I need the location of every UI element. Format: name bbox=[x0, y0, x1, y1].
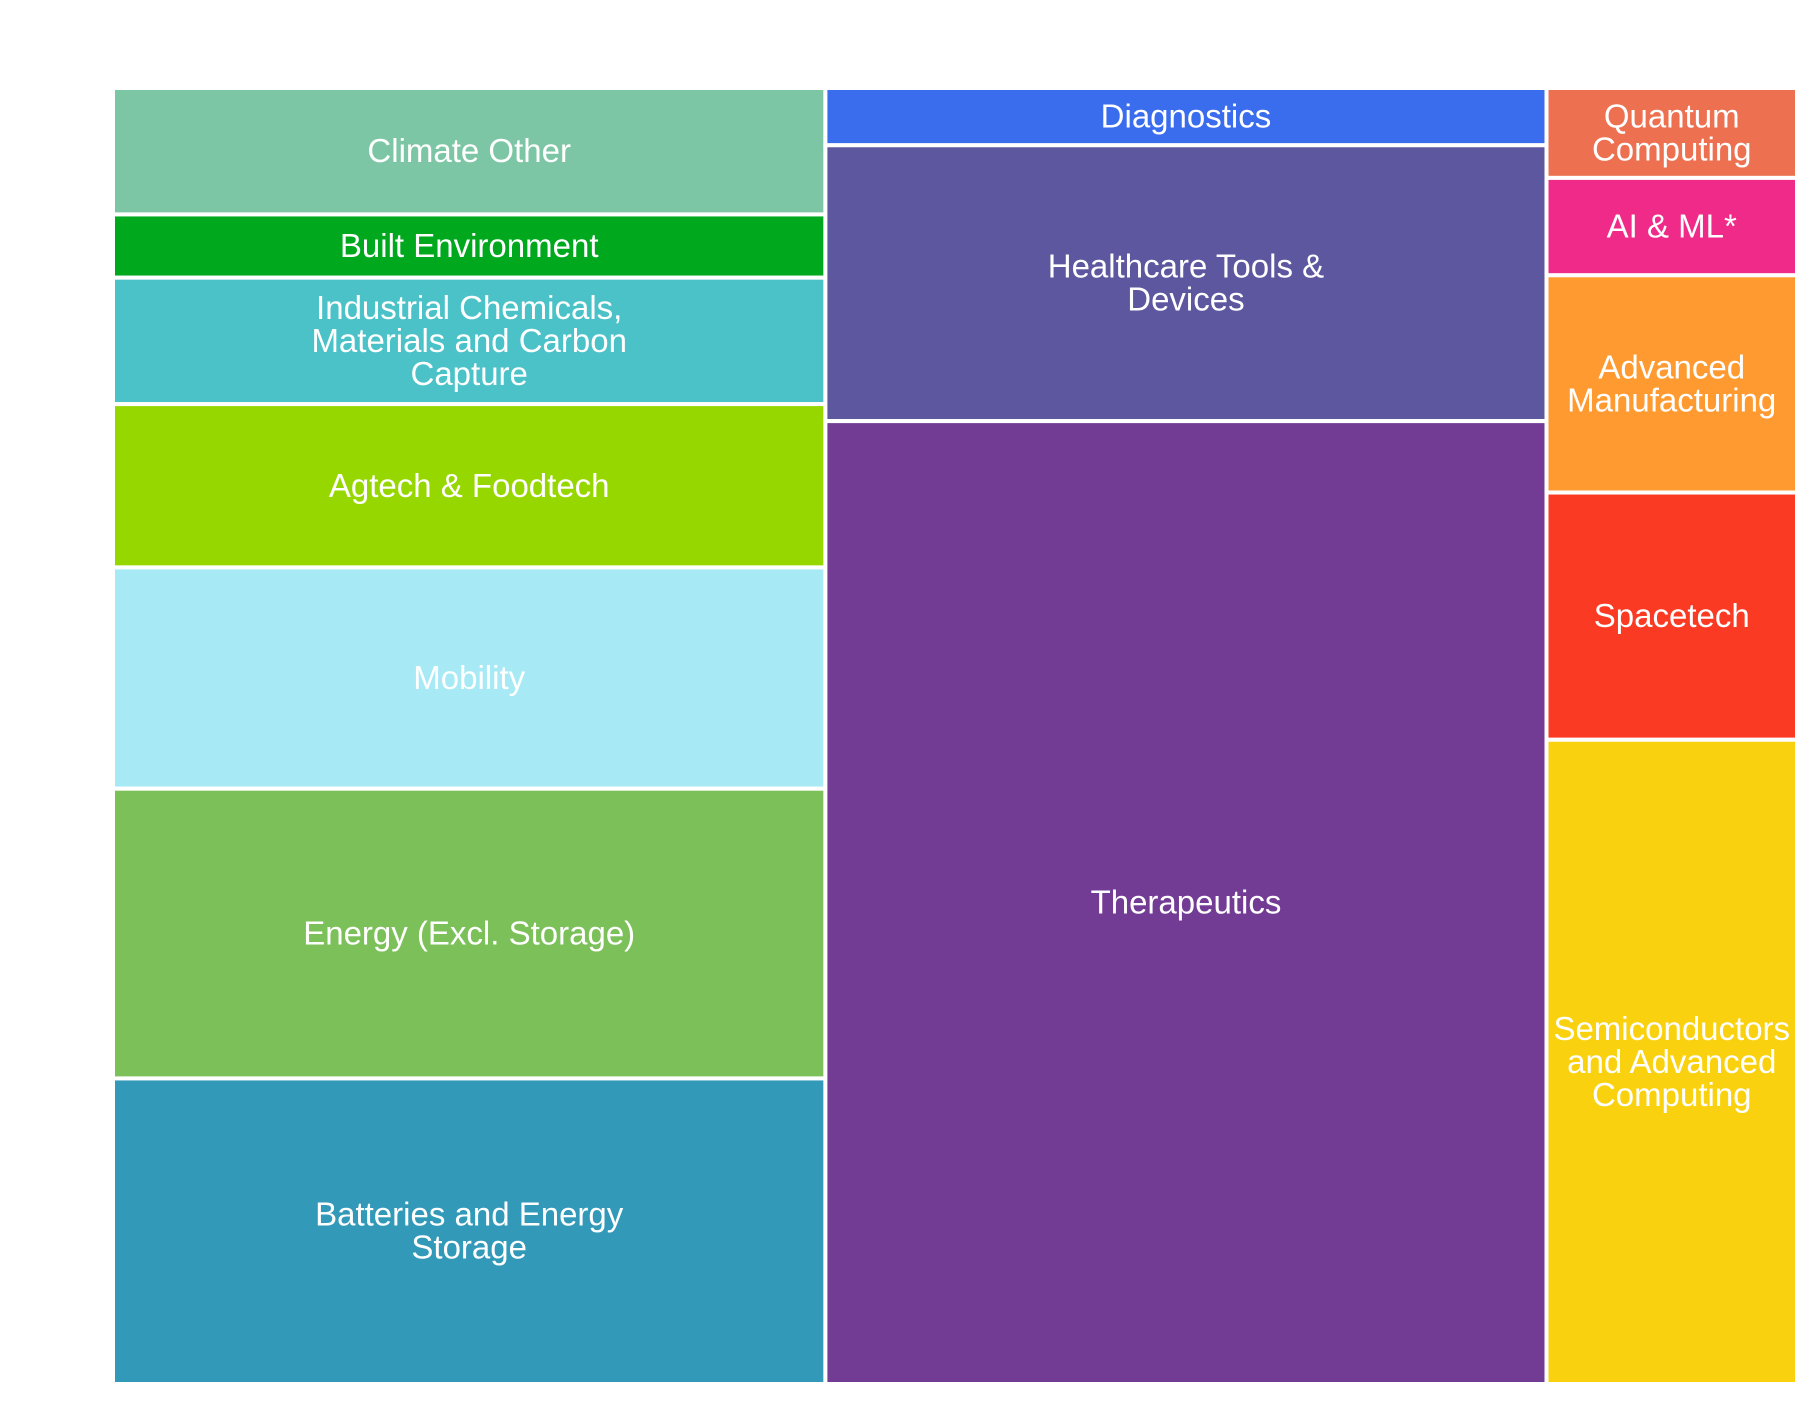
tile-label-line: Energy (Excl. Storage) bbox=[303, 915, 635, 952]
tile-label-line: Diagnostics bbox=[1101, 98, 1272, 135]
tile-label-agtech-foodtech: Agtech & Foodtech bbox=[329, 467, 610, 504]
tile-label-industrial-chemicals-materials-and-carbon-capture: Industrial Chemicals, Materials and Carbo… bbox=[311, 289, 627, 392]
tile-label-line: AI & ML* bbox=[1607, 208, 1737, 245]
tile-energy-excl-storage bbox=[111, 786, 828, 1081]
tile-label-built-environment: Built Environment bbox=[340, 227, 599, 264]
tile-label-batteries-and-energy-storage: Batteries and Energy Storage bbox=[315, 1196, 624, 1266]
tile-label-climate-other: Climate Other bbox=[367, 132, 571, 169]
tile-label-line: Computing bbox=[1592, 130, 1752, 167]
tile-climate-other bbox=[111, 86, 828, 217]
tile-label-spacetech: Spacetech bbox=[1594, 597, 1750, 634]
tile-label-line: and Advanced bbox=[1567, 1043, 1776, 1080]
tile-label-energy-excl-storage: Energy (Excl. Storage) bbox=[303, 915, 635, 952]
tile-label-line: Advanced bbox=[1598, 348, 1745, 385]
tile-label-line: Devices bbox=[1127, 281, 1244, 318]
tile-batteries-and-energy-storage bbox=[111, 1076, 828, 1386]
tile-advanced-manufacturing bbox=[1544, 273, 1799, 495]
tile-label-line: Therapeutics bbox=[1091, 884, 1282, 921]
tile-label-therapeutics: Therapeutics bbox=[1091, 884, 1282, 921]
tile-label-line: Capture bbox=[410, 355, 527, 392]
tile-label-ai-ml: AI & ML* bbox=[1607, 208, 1737, 245]
tile-label-quantum-computing: Quantum Computing bbox=[1592, 97, 1752, 167]
tile-label-semiconductors-and-advanced-computing: Semiconductors and Advanced Computing bbox=[1553, 1010, 1790, 1113]
tile-label-line: Storage bbox=[411, 1229, 527, 1266]
tile-label-line: Mobility bbox=[413, 659, 525, 696]
tile-therapeutics bbox=[823, 419, 1549, 1386]
tile-spacetech bbox=[1544, 490, 1799, 742]
tile-label-diagnostics: Diagnostics bbox=[1101, 98, 1272, 135]
tile-label-line: Materials and Carbon bbox=[311, 322, 627, 359]
tile-label-line: Computing bbox=[1592, 1076, 1752, 1113]
tile-label-line: Built Environment bbox=[340, 227, 599, 264]
tile-label-mobility: Mobility bbox=[413, 659, 525, 696]
tile-quantum-computing bbox=[1544, 86, 1799, 180]
tile-label-line: Agtech & Foodtech bbox=[329, 467, 610, 504]
tile-label-advanced-manufacturing: Advanced Manufacturing bbox=[1567, 348, 1776, 418]
tile-label-line: Spacetech bbox=[1594, 597, 1750, 634]
tile-industrial-chemicals-materials-and-carbon-capture bbox=[111, 275, 828, 407]
tile-label-line: Healthcare Tools & bbox=[1048, 248, 1324, 285]
tile-label-healthcare-tools-devices: Healthcare Tools & Devices bbox=[1048, 248, 1324, 318]
tile-label-line: Batteries and Energy bbox=[315, 1196, 624, 1233]
tile-label-line: Industrial Chemicals, bbox=[316, 289, 622, 326]
tile-label-line: Climate Other bbox=[367, 132, 571, 169]
tile-label-line: Quantum bbox=[1604, 97, 1740, 134]
tile-label-line: Manufacturing bbox=[1567, 381, 1776, 418]
tile-label-line: Semiconductors bbox=[1553, 1010, 1790, 1047]
tile-ai-ml bbox=[1544, 175, 1799, 278]
tile-healthcare-tools-devices bbox=[823, 143, 1549, 424]
tile-semiconductors-and-advanced-computing bbox=[1544, 737, 1799, 1386]
